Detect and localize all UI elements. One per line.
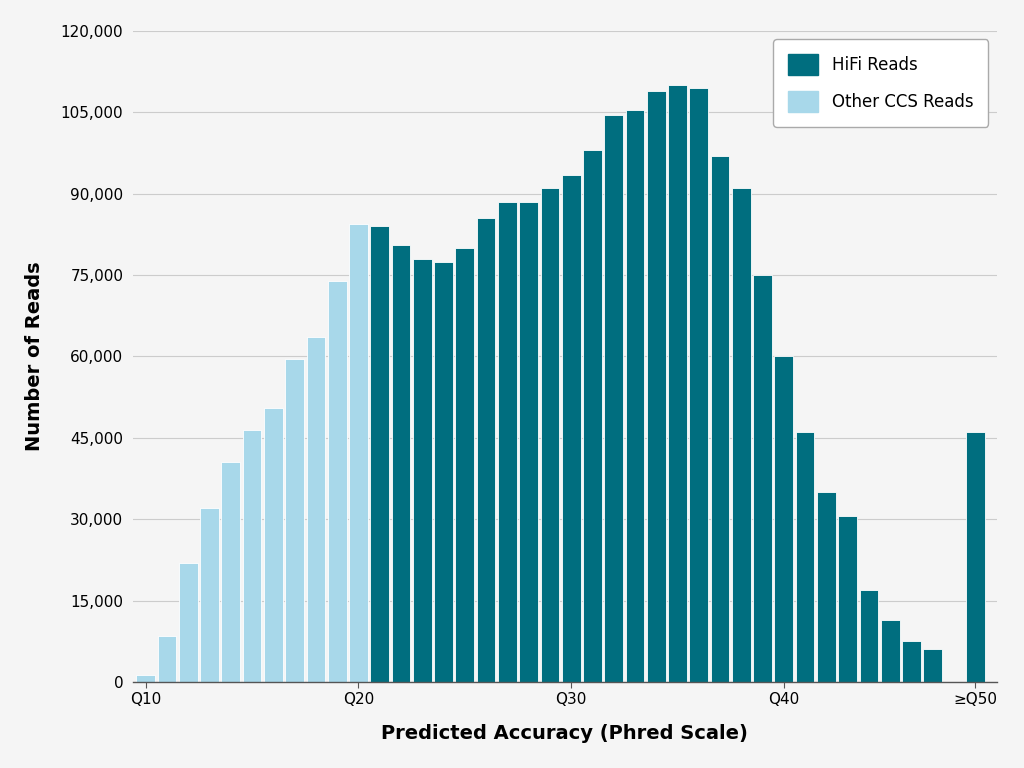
Bar	[179, 563, 198, 682]
Bar	[434, 262, 453, 682]
Bar	[477, 218, 496, 682]
Bar	[668, 85, 687, 682]
Bar	[391, 245, 411, 682]
Bar	[264, 408, 283, 682]
Bar	[201, 508, 219, 682]
Bar	[562, 175, 581, 682]
X-axis label: Predicted Accuracy (Phred Scale): Predicted Accuracy (Phred Scale)	[381, 724, 749, 743]
Bar	[349, 223, 368, 682]
Bar	[306, 337, 326, 682]
Bar	[754, 275, 772, 682]
Bar	[583, 151, 602, 682]
Bar	[519, 202, 538, 682]
Bar	[371, 227, 389, 682]
Bar	[221, 462, 241, 682]
Bar	[839, 516, 857, 682]
Bar	[902, 641, 921, 682]
Bar	[859, 590, 879, 682]
Bar	[243, 429, 261, 682]
Bar	[966, 432, 985, 682]
Bar	[498, 202, 517, 682]
Bar	[796, 432, 814, 682]
Bar	[158, 636, 176, 682]
Bar	[541, 188, 559, 682]
Bar	[732, 188, 751, 682]
Bar	[774, 356, 794, 682]
Bar	[456, 248, 474, 682]
Bar	[604, 115, 623, 682]
Bar	[286, 359, 304, 682]
Bar	[689, 88, 709, 682]
Bar	[647, 91, 666, 682]
Legend: HiFi Reads, Other CCS Reads: HiFi Reads, Other CCS Reads	[773, 39, 988, 127]
Bar	[413, 259, 432, 682]
Bar	[881, 620, 899, 682]
Y-axis label: Number of Reads: Number of Reads	[25, 262, 44, 452]
Bar	[817, 492, 836, 682]
Bar	[626, 110, 644, 682]
Bar	[136, 675, 155, 682]
Bar	[328, 280, 346, 682]
Bar	[924, 650, 942, 682]
Bar	[711, 156, 729, 682]
